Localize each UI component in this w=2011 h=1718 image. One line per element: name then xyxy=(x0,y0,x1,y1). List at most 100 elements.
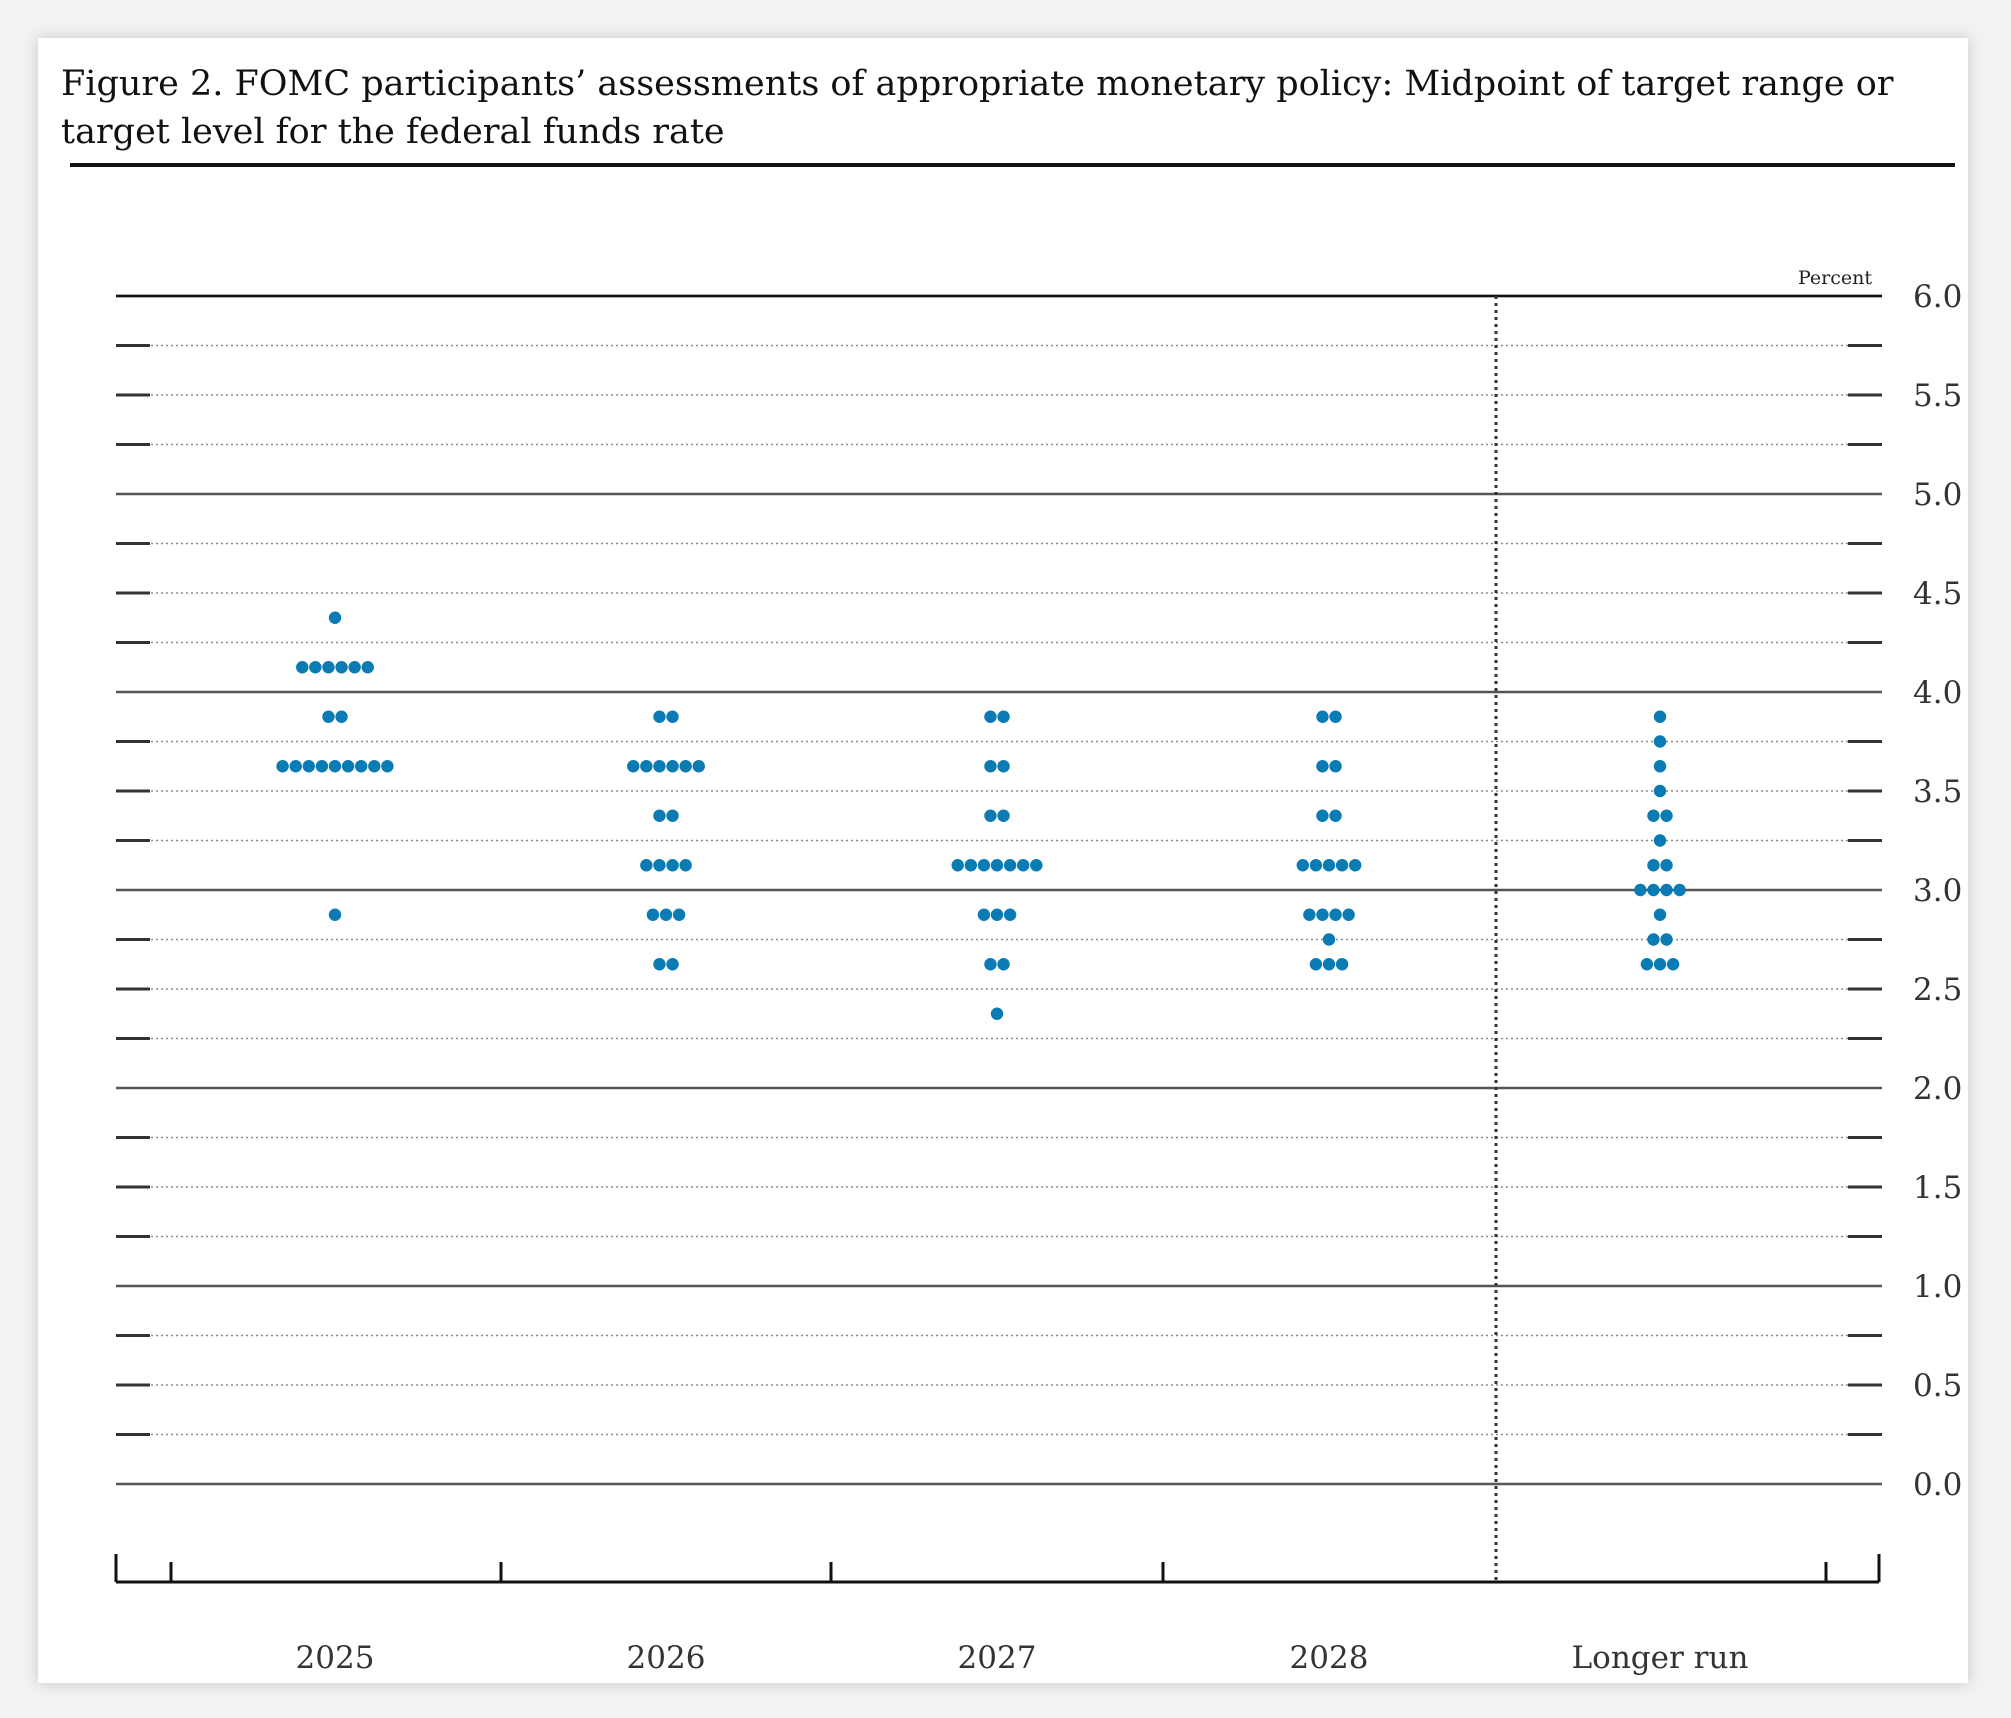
participant-dot xyxy=(1647,859,1660,872)
figure-card xyxy=(38,38,1968,1683)
participant-dot xyxy=(627,760,640,773)
participant-dot xyxy=(315,760,329,773)
participant-dot xyxy=(341,760,355,773)
participant-dot xyxy=(997,710,1010,723)
y-tick-label: 5.0 xyxy=(1913,477,1962,513)
y-tick-label: 6.0 xyxy=(1913,279,1962,315)
participant-dot xyxy=(1322,859,1336,872)
participant-dot xyxy=(1640,958,1654,971)
participant-dot xyxy=(1003,908,1017,921)
y-tick-label: 3.0 xyxy=(1913,873,1962,909)
participant-dot xyxy=(1653,710,1667,723)
participant-dot xyxy=(984,760,997,773)
participant-dot xyxy=(997,809,1010,822)
participant-dot xyxy=(335,661,348,674)
participant-dot xyxy=(328,611,342,624)
participant-dot xyxy=(322,710,335,723)
participant-dot xyxy=(990,1007,1004,1020)
y-tick-label: 1.5 xyxy=(1913,1170,1962,1206)
participant-dot xyxy=(1666,958,1680,971)
participant-dot xyxy=(1653,834,1667,847)
title-rule xyxy=(70,163,1955,167)
participant-dot xyxy=(997,760,1010,773)
participant-dot xyxy=(653,859,666,872)
participant-dot xyxy=(1653,908,1667,921)
watermark-overlay xyxy=(1326,1585,1926,1631)
participant-dot xyxy=(666,760,679,773)
participant-dot xyxy=(666,958,679,971)
participant-dot xyxy=(1660,883,1673,897)
y-tick-label: 4.5 xyxy=(1913,576,1962,612)
participant-dot xyxy=(1335,859,1349,872)
participant-dot xyxy=(1647,883,1660,897)
x-category-label: 2026 xyxy=(627,1640,706,1676)
y-tick-label: 5.5 xyxy=(1913,378,1962,414)
participant-dot xyxy=(1647,933,1660,946)
participant-dot xyxy=(322,661,335,674)
participant-dot xyxy=(984,809,997,822)
participant-dot xyxy=(1634,883,1647,897)
participant-dot xyxy=(1653,735,1667,748)
participant-dot xyxy=(296,661,309,674)
participant-dot xyxy=(951,859,964,872)
participant-dot xyxy=(309,661,322,674)
participant-dot xyxy=(640,760,653,773)
participant-dot xyxy=(990,908,1004,921)
participant-dot xyxy=(335,710,348,723)
participant-dot xyxy=(984,958,997,971)
participant-dot xyxy=(355,760,368,773)
y-tick-label: 0.5 xyxy=(1913,1368,1962,1404)
participant-dot xyxy=(302,760,315,773)
participant-dot xyxy=(1316,760,1329,773)
y-tick-label: 2.0 xyxy=(1913,1071,1962,1107)
participant-dot xyxy=(1653,760,1667,773)
y-tick-label: 3.5 xyxy=(1913,774,1962,810)
participant-dot xyxy=(1309,859,1323,872)
x-category-label: 2028 xyxy=(1290,1640,1369,1676)
y-tick-label: 4.0 xyxy=(1913,675,1962,711)
participant-dot xyxy=(666,859,679,872)
participant-dot xyxy=(646,908,660,921)
participant-dot xyxy=(977,859,991,872)
participant-dot xyxy=(666,710,679,723)
participant-dot xyxy=(289,760,302,773)
participant-dot xyxy=(990,859,1004,872)
participant-dot xyxy=(1303,908,1316,921)
participant-dot xyxy=(276,760,289,773)
participant-dot xyxy=(1030,859,1043,872)
participant-dot xyxy=(1329,760,1342,773)
participant-dot xyxy=(640,859,653,872)
participant-dot xyxy=(368,760,381,773)
participant-dot xyxy=(997,958,1010,971)
participant-dot xyxy=(692,760,705,773)
participant-dot xyxy=(1342,908,1355,921)
x-category-label: 2027 xyxy=(958,1640,1037,1676)
participant-dot xyxy=(984,710,997,723)
participant-dot xyxy=(328,760,342,773)
participant-dot xyxy=(1335,958,1349,971)
x-category-label: Longer run xyxy=(1572,1640,1749,1676)
participant-dot xyxy=(1329,908,1342,921)
participant-dot xyxy=(679,760,692,773)
participant-dot xyxy=(659,908,673,921)
figure-title: Figure 2. FOMC participants’ assessments… xyxy=(61,64,1894,152)
participant-dot xyxy=(1017,859,1030,872)
participant-dot xyxy=(653,809,666,822)
participant-dot xyxy=(1647,809,1660,822)
participant-dot xyxy=(361,661,374,674)
participant-dot xyxy=(1660,809,1673,822)
participant-dot xyxy=(1296,859,1310,872)
participant-dot xyxy=(1653,958,1667,971)
participant-dot xyxy=(679,859,692,872)
participant-dot xyxy=(1653,784,1667,798)
participant-dot xyxy=(1003,859,1017,872)
participant-dot xyxy=(381,760,394,773)
y-tick-label: 1.0 xyxy=(1913,1269,1962,1305)
participant-dot xyxy=(1349,859,1362,872)
participant-dot xyxy=(653,958,666,971)
y-axis-unit-label: Percent xyxy=(1798,267,1872,289)
participant-dot xyxy=(964,859,977,872)
participant-dot xyxy=(1309,958,1323,971)
x-category-label: 2025 xyxy=(296,1640,375,1676)
